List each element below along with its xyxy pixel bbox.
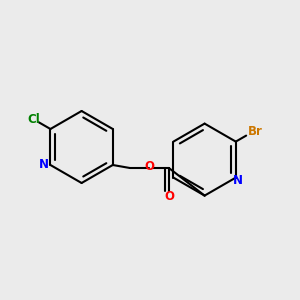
Text: N: N [39, 158, 49, 171]
Text: Br: Br [248, 125, 263, 138]
Text: O: O [144, 160, 154, 173]
Text: N: N [233, 174, 243, 187]
Text: O: O [164, 190, 174, 203]
Text: Cl: Cl [27, 113, 40, 126]
